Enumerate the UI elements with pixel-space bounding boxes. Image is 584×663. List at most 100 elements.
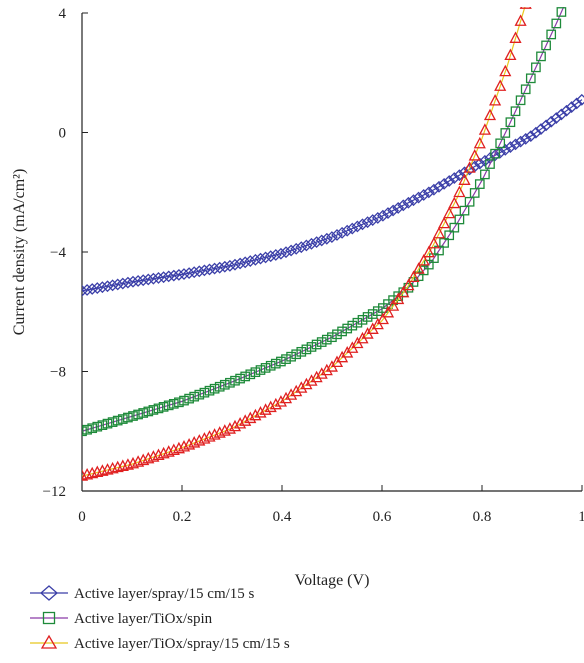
data-point [157, 271, 170, 284]
data-point [316, 337, 327, 347]
data-point [214, 381, 225, 392]
data-point [208, 428, 221, 440]
data-point [347, 320, 358, 331]
data-point [276, 356, 286, 367]
data-point [509, 31, 522, 43]
data-point [560, 104, 573, 117]
legend: Active layer/spray/15 cm/15 s Active laye… [30, 585, 290, 652]
data-point [274, 395, 287, 407]
legend-label: Active layer/TiOx/spray/15 cm/15 s [74, 636, 290, 652]
data-point [331, 229, 343, 241]
data-point [402, 278, 415, 291]
y-tick-label: −8 [50, 365, 66, 381]
data-point [198, 432, 211, 444]
data-point [106, 279, 119, 292]
data-point [438, 216, 451, 229]
data-point [468, 149, 481, 161]
data-point [189, 391, 200, 402]
data-point [177, 440, 191, 452]
axis-ticks: 0 0.2 0.4 0.6 0.8 1 4 0 −4 −8 −12 [43, 6, 584, 525]
data-point [82, 424, 92, 435]
data-point [448, 196, 461, 209]
data-point [244, 411, 257, 424]
data-point [366, 214, 379, 226]
data-point [199, 387, 210, 398]
data-point [550, 112, 563, 124]
data-point [306, 342, 317, 352]
data-point [194, 389, 205, 400]
data-point [163, 400, 174, 411]
data-point [514, 135, 527, 148]
data-point [209, 383, 220, 394]
data-point [228, 419, 242, 432]
data-point [529, 126, 542, 139]
data-point [223, 259, 236, 272]
data-point [489, 94, 502, 106]
legend-item: Active layer/TiOx/spin [30, 611, 213, 627]
data-point [362, 312, 373, 322]
data-point [183, 438, 196, 450]
data-point [193, 434, 206, 446]
data-point [82, 284, 94, 296]
data-point [259, 251, 272, 264]
data-point [332, 329, 342, 340]
data-point [327, 332, 337, 343]
data-point [239, 256, 252, 269]
data-point [397, 285, 410, 298]
data-point [458, 166, 471, 179]
data-point [453, 169, 466, 182]
data-point [86, 283, 99, 295]
data-point [117, 414, 128, 424]
data-point [107, 417, 118, 427]
data-point [285, 388, 298, 400]
data-point [443, 206, 456, 219]
data-point [315, 367, 328, 379]
data-point [112, 415, 123, 426]
data-point [356, 218, 369, 231]
x-tick-label: 0.2 [173, 509, 192, 525]
data-point [480, 169, 490, 180]
data-point [193, 265, 206, 278]
data-point [321, 334, 332, 345]
data-point [300, 377, 313, 390]
y-tick-label: 0 [59, 126, 67, 142]
data-point [459, 205, 470, 216]
data-point [483, 108, 497, 121]
y-tick-label: −12 [43, 484, 66, 500]
data-point [178, 268, 190, 280]
legend-marker [40, 585, 58, 601]
data-point [494, 79, 507, 91]
data-point [290, 384, 303, 397]
data-point [188, 436, 201, 448]
data-point [454, 214, 465, 225]
x-tick-label: 0.4 [273, 509, 292, 525]
data-point [301, 344, 312, 355]
data-point [174, 397, 184, 408]
data-point [337, 326, 347, 337]
data-point [285, 244, 298, 257]
data-point [96, 281, 109, 294]
data-point [91, 282, 104, 295]
data-point [183, 267, 196, 280]
y-tick-label: 4 [59, 6, 67, 22]
data-point [320, 363, 333, 376]
data-point [519, 7, 532, 9]
data-point [152, 448, 165, 461]
data-point [244, 255, 257, 267]
data-point [126, 456, 140, 469]
data-point [458, 173, 471, 185]
data-point [474, 179, 485, 189]
data-point [434, 245, 444, 256]
data-point [269, 397, 282, 410]
data-point [495, 138, 506, 149]
data-point [162, 445, 175, 457]
data-point [300, 239, 313, 252]
data-point [315, 234, 328, 247]
data-point [264, 400, 277, 413]
data-point [138, 408, 149, 418]
legend-item: Active layer/spray/15 cm/15 s [30, 585, 255, 602]
data-point [127, 275, 139, 288]
data-point [269, 249, 282, 261]
data-point [402, 196, 415, 209]
data-point [92, 421, 103, 432]
